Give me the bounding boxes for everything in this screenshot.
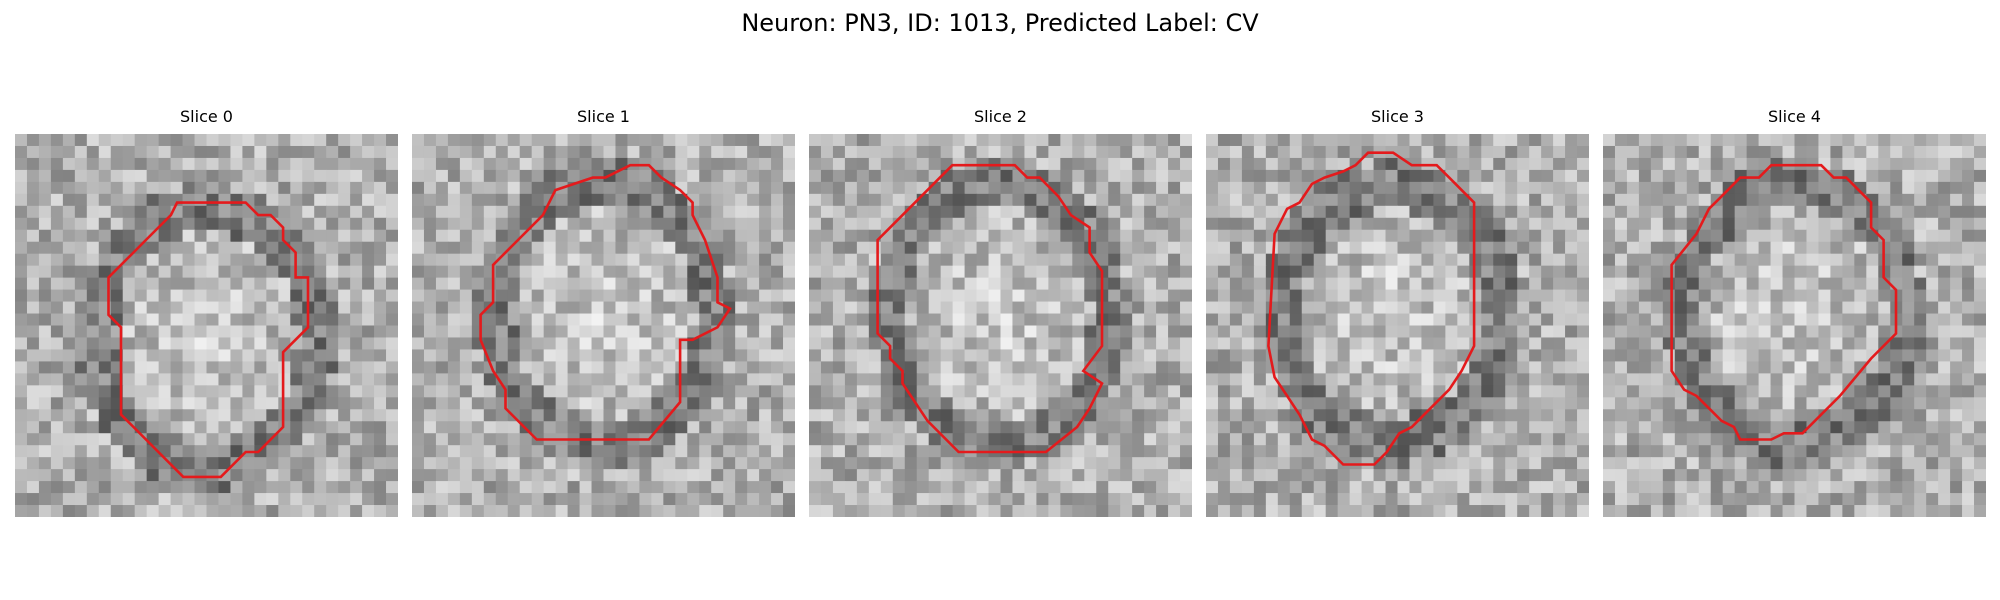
figure-suptitle: Neuron: PN3, ID: 1013, Predicted Label: … [741, 9, 1259, 37]
pixel-grid [1206, 134, 1589, 517]
slice-title: Slice 1 [577, 107, 630, 126]
slice-panel-1: Slice 1 [412, 107, 795, 517]
slice-panel-2: Slice 2 [809, 107, 1192, 517]
pixel-grid [1603, 134, 1986, 517]
slice-image [412, 134, 795, 517]
segmentation-contour [107, 201, 310, 479]
slice-image [1206, 134, 1589, 517]
slice-image [1603, 134, 1986, 517]
pixel-grid [809, 134, 1192, 517]
pixel-grid [15, 134, 398, 517]
segmentation-contour [479, 163, 732, 441]
segmentation-contour [1267, 151, 1476, 466]
slice-image [809, 134, 1192, 517]
segmentation-contour [876, 163, 1104, 454]
slice-title: Slice 3 [1371, 107, 1424, 126]
slice-title: Slice 2 [974, 107, 1027, 126]
slice-title: Slice 0 [180, 107, 233, 126]
slice-title: Slice 4 [1768, 107, 1821, 126]
slice-panel-0: Slice 0 [15, 107, 398, 517]
slice-panel-3: Slice 3 [1206, 107, 1589, 517]
segmentation-contour [1670, 163, 1898, 441]
pixel-grid [412, 134, 795, 517]
slice-panel-4: Slice 4 [1603, 107, 1986, 517]
slice-image [15, 134, 398, 517]
